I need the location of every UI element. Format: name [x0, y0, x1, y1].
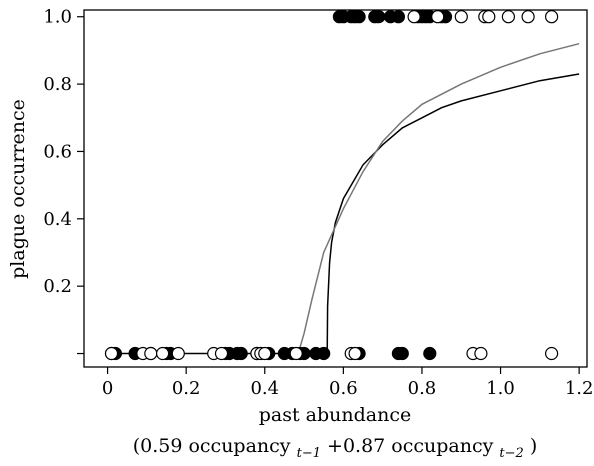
plot-frame — [83, 9, 588, 368]
data-point-open — [544, 346, 559, 361]
data-point-open — [171, 346, 185, 361]
ticks-layer: 0 0.2 0.4 0.6 0.8 1.0 1.2 0.2 0.4 0.6 0.8 1.0 — [43, 7, 593, 399]
data-point-open — [454, 10, 468, 24]
data-point-open — [348, 346, 362, 361]
formula-part-mid: +0.87 occupancy — [327, 435, 494, 457]
formula-part-open: (0.59 occupancy — [133, 435, 291, 457]
fit-lines-layer — [107, 42, 580, 355]
formula-subscript-1: t−1 — [297, 446, 321, 461]
data-point-open — [431, 10, 445, 24]
x-tick-label: 0.8 — [408, 378, 437, 399]
x-tick-label: 0.6 — [329, 378, 358, 399]
data-point-open — [214, 346, 229, 361]
y-tick-label: 0.2 — [43, 276, 72, 297]
y-tick-label: 0.6 — [43, 141, 72, 162]
data-point-open — [501, 10, 515, 24]
fit-curve — [297, 42, 580, 354]
x-tick-label: 1.2 — [565, 378, 594, 399]
formula-subscript-2: t−2 — [499, 446, 523, 461]
data-point-filled — [234, 346, 248, 361]
x-tick-label: 1.0 — [486, 378, 515, 399]
data-point-filled — [352, 10, 366, 24]
y-tick-label: 1.0 — [43, 7, 72, 28]
data-point-open — [104, 346, 119, 361]
data-point-open — [482, 10, 496, 24]
x-tick-label: 0.4 — [250, 378, 279, 399]
fit-curve — [107, 73, 580, 355]
x-tick-label: 0.2 — [172, 378, 201, 399]
data-point-open — [144, 346, 158, 361]
data-point-open — [407, 10, 421, 24]
data-point-filled — [391, 10, 405, 24]
x-axis-formula: (0.59 occupancy t−1 +0.87 occupancy t−2 … — [133, 435, 538, 462]
formula-part-close: ) — [530, 435, 537, 457]
y-tick-label: 0.8 — [43, 74, 72, 95]
data-point-filled — [317, 346, 331, 361]
data-point-open — [258, 346, 272, 361]
x-tick-label: 0 — [102, 378, 113, 399]
data-point-open — [521, 10, 535, 24]
data-point-open — [544, 10, 559, 24]
y-axis-title: plague occurrence — [7, 99, 29, 279]
data-point-open — [289, 346, 303, 361]
data-point-filled — [372, 10, 386, 24]
points-layer — [104, 10, 559, 361]
data-point-open — [156, 346, 170, 361]
x-axis-title: past abundance — [259, 404, 412, 426]
data-point-filled — [423, 346, 437, 361]
data-point-filled — [395, 346, 409, 361]
y-tick-label: 0.4 — [43, 209, 72, 230]
data-point-open — [474, 346, 488, 361]
